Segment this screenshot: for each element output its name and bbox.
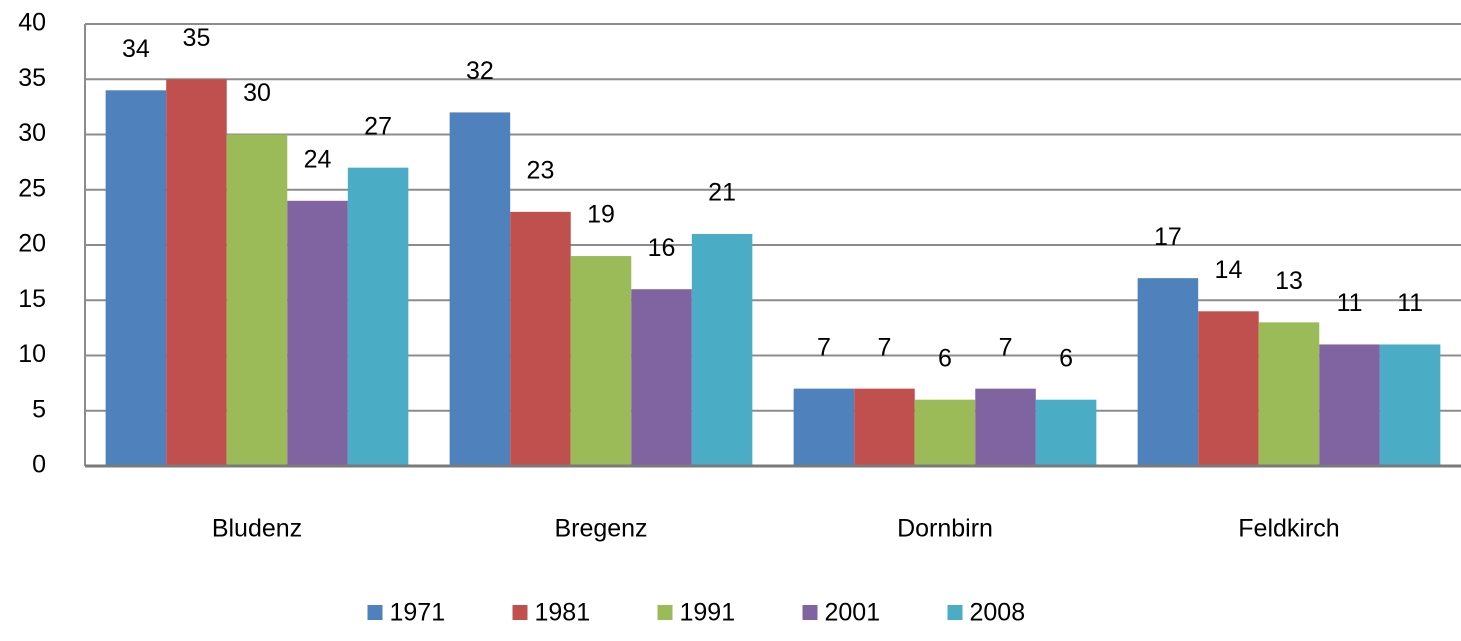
bar [1258, 322, 1320, 466]
data-label: 27 [364, 112, 392, 140]
data-label: 17 [1154, 223, 1182, 251]
data-label: 13 [1275, 267, 1303, 295]
data-label: 6 [938, 344, 952, 372]
legend-label: 1991 [680, 599, 736, 627]
bar [1198, 311, 1259, 466]
bar [691, 233, 753, 466]
legend-label: 2008 [970, 599, 1026, 627]
bar [510, 211, 571, 466]
data-label: 32 [466, 57, 494, 85]
legend-swatch [657, 605, 673, 620]
legend-label: 1981 [535, 599, 591, 627]
x-tick-label: Bregenz [554, 515, 647, 543]
legend-swatch [947, 605, 963, 620]
legend-swatch [802, 605, 818, 620]
x-tick-label: Feldkirch [1238, 515, 1339, 543]
data-label: 35 [183, 24, 211, 52]
legend-swatch [512, 605, 528, 620]
y-tick-label: 15 [18, 285, 46, 313]
y-tick-label: 35 [18, 64, 46, 92]
data-label: 7 [817, 333, 831, 361]
y-tick-label: 20 [18, 230, 46, 258]
data-label: 21 [708, 179, 736, 207]
legend-label: 1971 [390, 599, 446, 627]
bar [1319, 344, 1380, 466]
data-label: 14 [1215, 256, 1243, 284]
data-label: 11 [1397, 289, 1423, 317]
y-tick-label: 25 [18, 174, 46, 202]
bar [105, 90, 167, 467]
data-label: 34 [122, 35, 150, 63]
bar [975, 388, 1036, 466]
y-tick-label: 40 [18, 9, 46, 37]
data-label: 11 [1337, 289, 1363, 317]
bar [226, 134, 288, 466]
legend-swatch [367, 605, 383, 620]
data-label: 7 [878, 333, 892, 361]
bar [347, 167, 409, 466]
bar [570, 256, 632, 466]
data-label: 23 [527, 156, 555, 184]
bar [1035, 399, 1097, 466]
bar [1137, 278, 1199, 466]
bar [914, 399, 976, 466]
y-tick-label: 5 [32, 395, 46, 423]
y-tick-label: 10 [18, 340, 46, 368]
bar [449, 112, 511, 467]
data-label: 30 [243, 79, 271, 107]
bar [854, 388, 915, 466]
bar [793, 388, 855, 466]
bar [631, 289, 692, 466]
bar [166, 79, 227, 466]
legend-label: 2001 [825, 599, 881, 627]
bar [1379, 344, 1441, 466]
data-label: 19 [587, 201, 615, 229]
data-label: 24 [304, 145, 332, 173]
data-label: 6 [1059, 344, 1073, 372]
bar [287, 200, 348, 467]
y-tick-label: 30 [18, 119, 46, 147]
data-label: 7 [999, 333, 1013, 361]
x-tick-label: Bludenz [212, 515, 302, 543]
y-tick-label: 0 [32, 451, 46, 479]
data-label: 16 [648, 234, 676, 262]
x-tick-label: Dornbirn [897, 515, 993, 543]
